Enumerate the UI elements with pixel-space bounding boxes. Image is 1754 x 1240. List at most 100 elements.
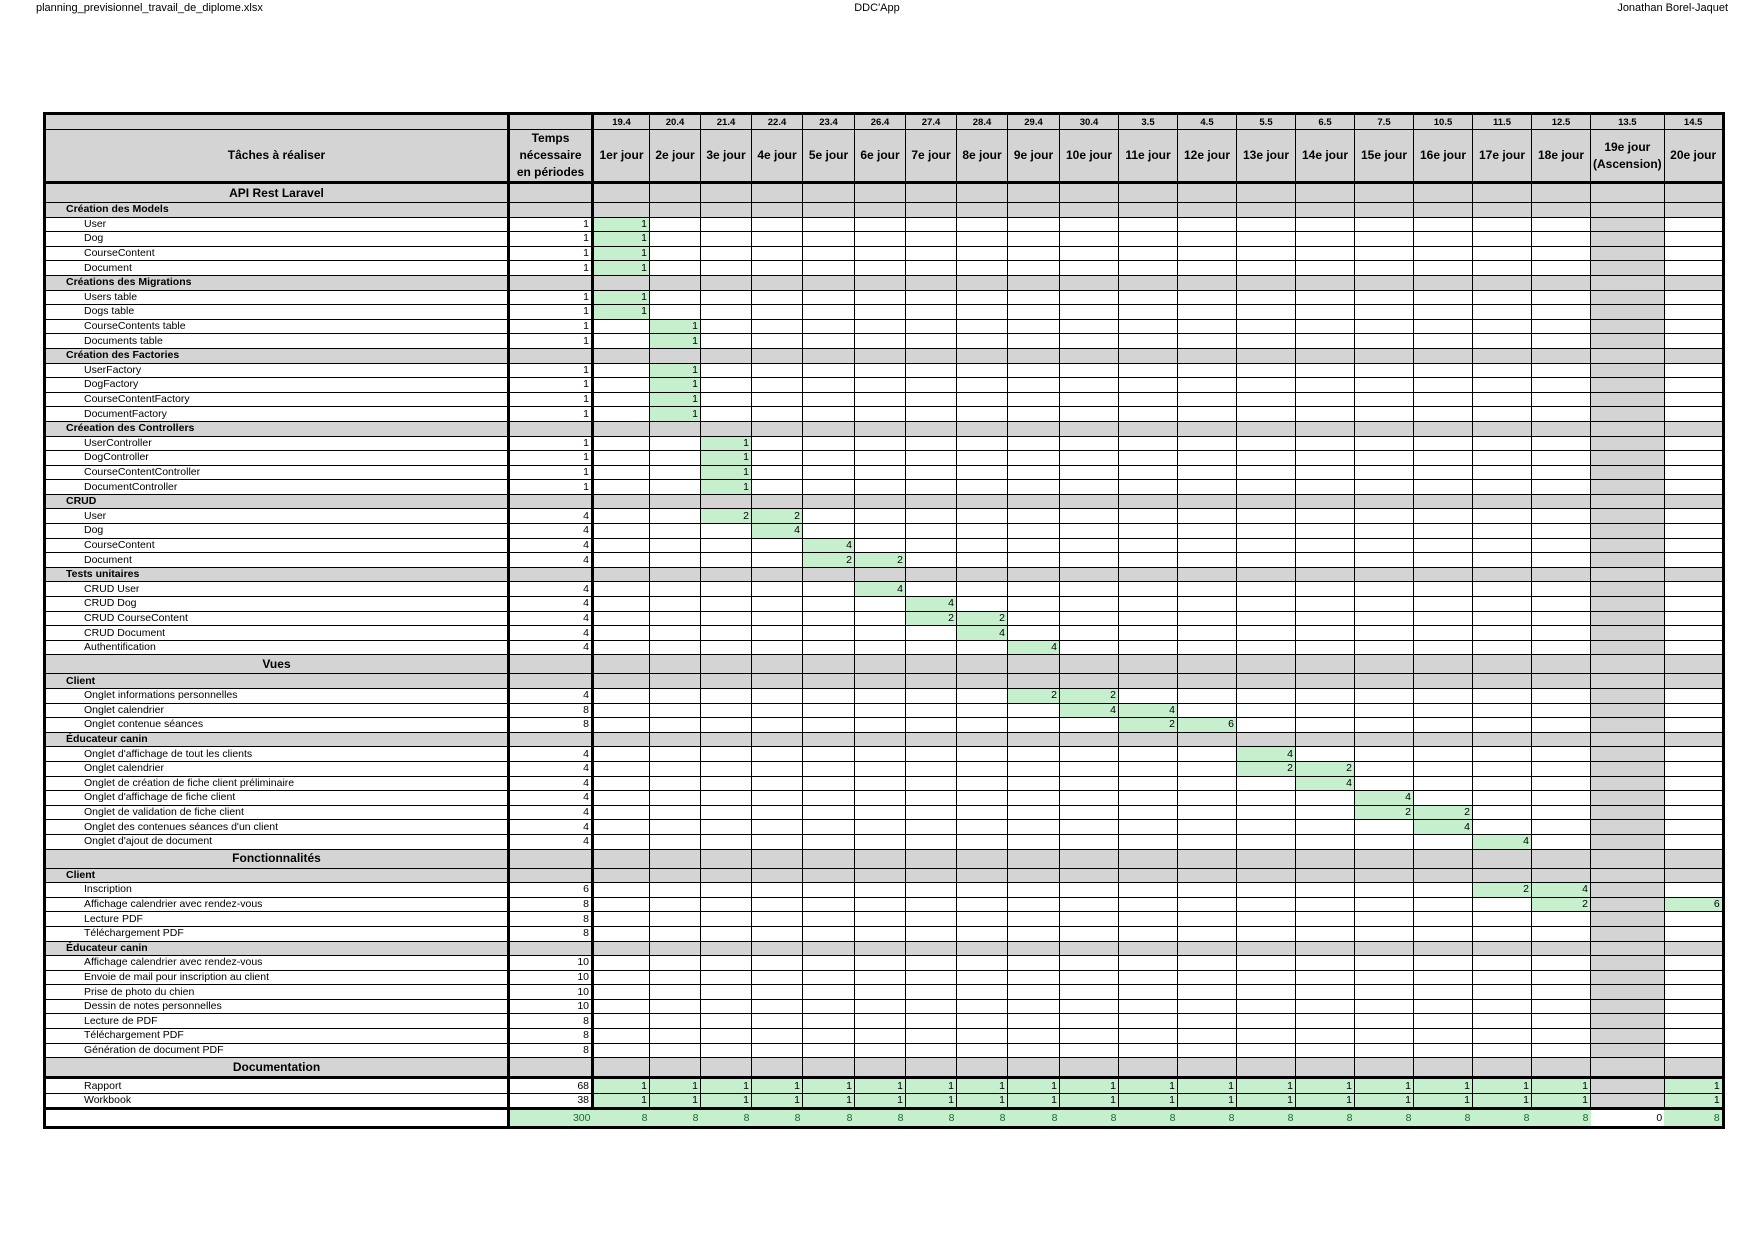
day-cell: [1007, 717, 1060, 733]
day-cell: [700, 731, 752, 748]
task-total: 10: [508, 969, 594, 986]
day-cell: [1413, 260, 1473, 276]
day-cell: [1295, 245, 1355, 262]
task-row: Onglet de création de fiche client préli…: [44, 775, 1724, 792]
day-cell: [1177, 435, 1237, 452]
day-cell: [1059, 479, 1119, 495]
day-cell: [1177, 984, 1237, 1000]
header-row: Tâches à réaliser Temps nécessaire en pér…: [44, 129, 1724, 184]
task-name: Dogs table: [44, 304, 510, 320]
day-cell: [802, 833, 855, 850]
day-total: 8: [1177, 1107, 1237, 1128]
task-row: DocumentFactory 1 1: [44, 406, 1724, 422]
day-cell: [1059, 202, 1119, 218]
day-cell: [1590, 537, 1665, 554]
day-cell: [956, 450, 1008, 466]
day-cell: 2: [1472, 882, 1532, 898]
day-cell: 1: [1663, 1092, 1724, 1110]
day-cell: [1531, 450, 1591, 466]
day-cell: [956, 1013, 1008, 1030]
task-name: Téléchargement PDF: [44, 925, 510, 942]
day-cell: 1: [1177, 1092, 1237, 1110]
day-cell: [1590, 673, 1665, 689]
day-cell: [1236, 260, 1296, 276]
date-cell: 3.5: [1118, 113, 1178, 130]
day-cell: [592, 552, 650, 568]
task-row: User 4 2 2: [44, 508, 1724, 525]
day-cell: [1059, 940, 1119, 957]
day-cell: [1663, 688, 1724, 704]
day-cell: [1663, 318, 1724, 335]
day-cell: [1059, 969, 1119, 986]
day-cell: [1590, 746, 1665, 762]
day-cell: [700, 940, 752, 957]
day-cell: [1531, 552, 1591, 568]
day-cell: [905, 833, 957, 850]
day-cell: [905, 1013, 957, 1030]
day-cell: [854, 245, 906, 262]
day-cell: [802, 911, 855, 927]
day-total: 0: [1590, 1107, 1665, 1128]
day-cell: [1236, 362, 1296, 379]
day-cell: [1236, 833, 1296, 850]
day-cell: 2: [956, 610, 1008, 627]
day-cell: [700, 955, 752, 971]
day-cell: [1236, 508, 1296, 525]
task-total: 4: [508, 610, 594, 627]
day-cell: [1413, 867, 1473, 884]
day-cell: [1472, 347, 1532, 364]
day-cell: 2: [1059, 688, 1119, 704]
day-cell: 1: [1295, 1092, 1355, 1110]
task-total: 1: [508, 406, 594, 422]
task-row: Prise de photo du chien 10: [44, 984, 1724, 1000]
day-cell: [1413, 940, 1473, 957]
day-cell: [1059, 523, 1119, 539]
day-cell: [1413, 1013, 1473, 1030]
task-total: [508, 867, 594, 884]
day-cell: [802, 450, 855, 466]
day-cell: [700, 581, 752, 598]
day-cell: [1663, 274, 1724, 291]
day-cell: [956, 596, 1008, 612]
day-cell: [592, 1013, 650, 1030]
task-total: [508, 654, 594, 675]
day-cell: [1354, 581, 1414, 598]
day-cell: [1295, 289, 1355, 306]
day-cell: [700, 639, 752, 656]
day-cell: [1118, 406, 1178, 422]
day-cell: [1177, 775, 1237, 792]
day-cell: [1177, 318, 1237, 335]
day-cell: [1236, 566, 1296, 583]
day-cell: [956, 882, 1008, 898]
totals-label: [44, 1107, 510, 1128]
day-cell: 1: [700, 450, 752, 466]
day-cell: [1590, 1092, 1665, 1110]
day-cell: [1118, 289, 1178, 306]
day-cell: [1590, 362, 1665, 379]
day-cell: [802, 216, 855, 233]
day-cell: [1236, 1042, 1296, 1059]
day-cell: [1472, 896, 1532, 913]
task-name: Téléchargement PDF: [44, 1028, 510, 1044]
day-cell: [700, 202, 752, 218]
day-cell: [1413, 1057, 1473, 1079]
day-cell: [649, 625, 701, 641]
day-cell: [592, 925, 650, 942]
day-cell: [1007, 833, 1060, 850]
day-cell: [1663, 639, 1724, 656]
day-cell: [956, 760, 1008, 777]
day-cell: [956, 318, 1008, 335]
day-cell: [649, 731, 701, 748]
day-cell: [1177, 1042, 1237, 1059]
day-cell: [1177, 464, 1237, 481]
day-cell: [700, 182, 752, 203]
day-cell: [1295, 1013, 1355, 1030]
day-cell: [1413, 420, 1473, 437]
day-cell: [700, 406, 752, 422]
day-cell: 1: [751, 1076, 803, 1094]
task-total: 1: [508, 464, 594, 481]
day-cell: [1472, 717, 1532, 733]
day-cell: [802, 464, 855, 481]
day-cell: [802, 274, 855, 291]
day-cell: [592, 1057, 650, 1079]
